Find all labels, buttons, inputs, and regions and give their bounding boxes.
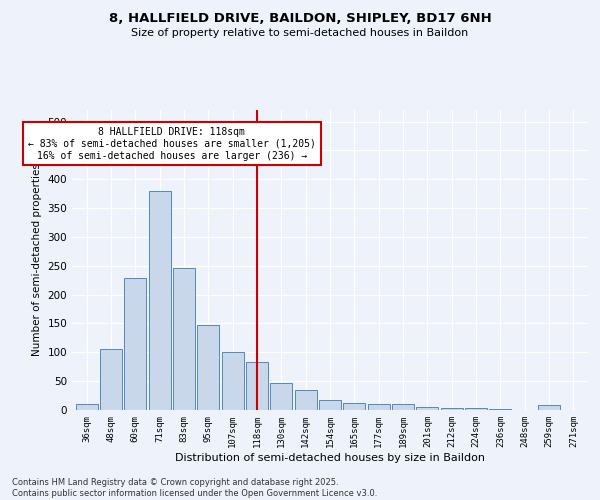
Y-axis label: Number of semi-detached properties: Number of semi-detached properties (32, 164, 42, 356)
Bar (416, 406, 439, 410)
Bar (295, 390, 317, 410)
X-axis label: Distribution of semi-detached houses by size in Baildon: Distribution of semi-detached houses by … (175, 452, 485, 462)
Bar (100, 350, 122, 410)
Bar (392, 404, 414, 410)
Bar (271, 384, 292, 410)
Bar (124, 278, 146, 410)
Bar (465, 408, 487, 410)
Text: Size of property relative to semi-detached houses in Baildon: Size of property relative to semi-detach… (131, 28, 469, 38)
Bar (76, 404, 98, 410)
Bar (441, 408, 463, 410)
Bar (538, 406, 560, 410)
Bar (149, 191, 170, 410)
Bar (197, 325, 219, 410)
Bar (221, 352, 244, 410)
Bar (246, 362, 268, 410)
Text: 8, HALLFIELD DRIVE, BAILDON, SHIPLEY, BD17 6NH: 8, HALLFIELD DRIVE, BAILDON, SHIPLEY, BD… (109, 12, 491, 26)
Text: Contains HM Land Registry data © Crown copyright and database right 2025.
Contai: Contains HM Land Registry data © Crown c… (12, 478, 377, 498)
Bar (173, 268, 195, 410)
Bar (319, 400, 341, 410)
Text: 8 HALLFIELD DRIVE: 118sqm
← 83% of semi-detached houses are smaller (1,205)
16% : 8 HALLFIELD DRIVE: 118sqm ← 83% of semi-… (28, 128, 316, 160)
Bar (343, 402, 365, 410)
Bar (368, 404, 389, 410)
